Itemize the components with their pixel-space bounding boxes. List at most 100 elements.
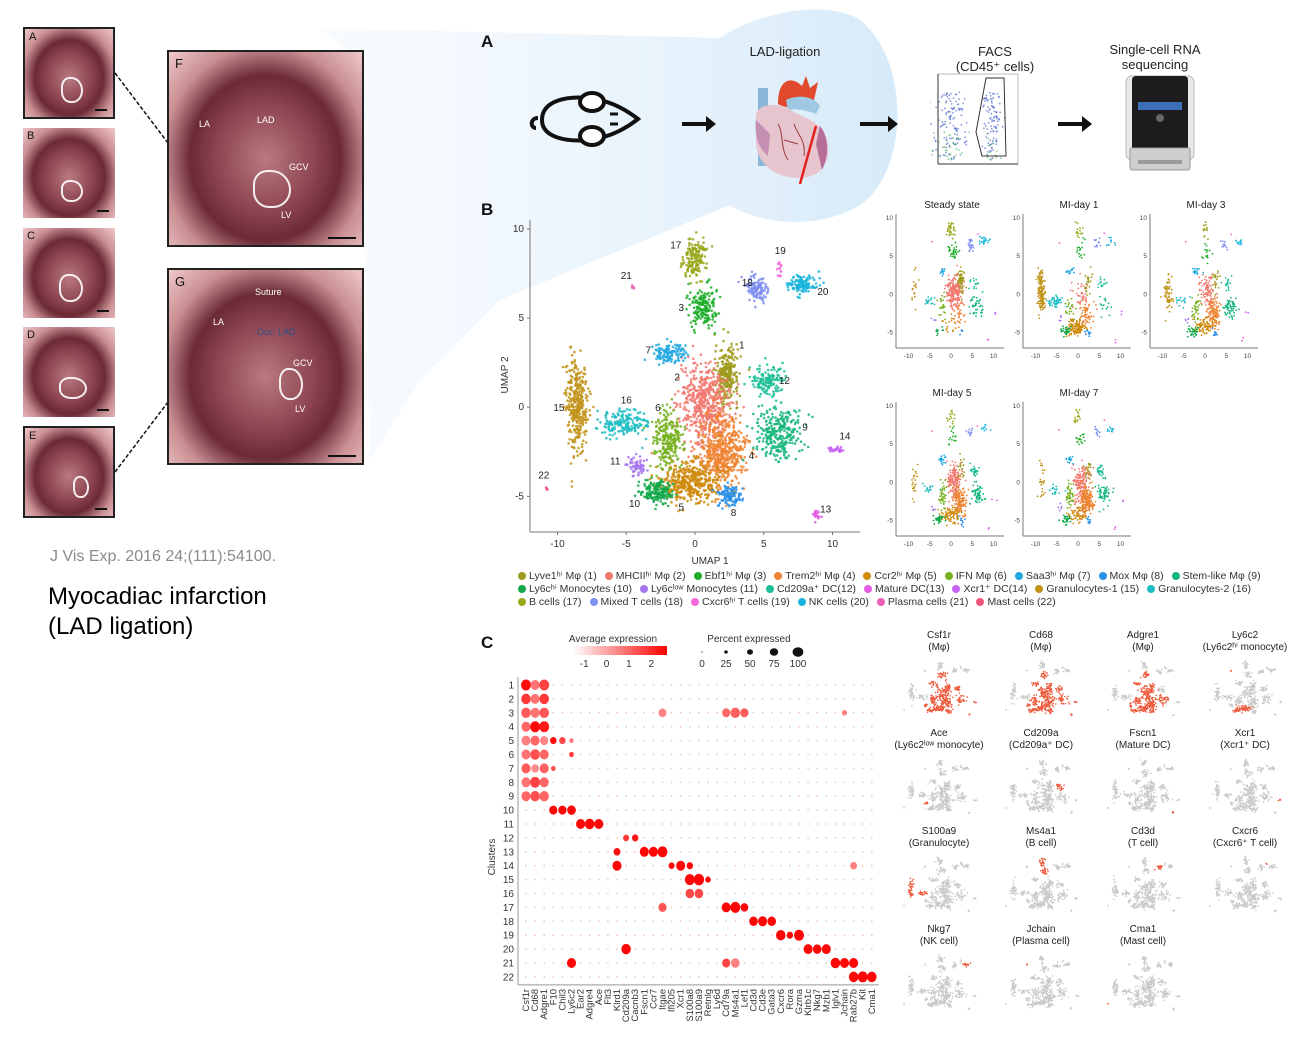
umap-point-cluster-2	[694, 412, 698, 415]
x-tick-label: 10	[827, 539, 839, 550]
umap-point-cluster-4	[733, 463, 736, 467]
umap-point-cluster-7	[655, 343, 658, 347]
umap-point-cluster-5	[697, 501, 701, 505]
umap-point-cluster-4	[709, 450, 712, 453]
umap-point-cluster-3	[692, 297, 696, 300]
umap-point-cluster-1	[731, 378, 734, 382]
umap-point-cluster-3	[689, 321, 693, 324]
umap-point-cluster-5	[699, 463, 702, 467]
umap-point-cluster-5	[690, 476, 693, 479]
cluster-label-11: 11	[610, 456, 621, 467]
umap-point-cluster-2	[707, 386, 710, 390]
umap-point-cluster-3	[708, 294, 711, 298]
point	[952, 308, 954, 311]
umap-point-cluster-3	[687, 313, 690, 317]
umap-point-cluster-9	[782, 412, 785, 415]
facs-event	[949, 153, 952, 156]
umap-point-cluster-2	[691, 344, 695, 348]
point	[960, 312, 962, 315]
umap-point-cluster-12	[760, 385, 763, 389]
point	[1087, 280, 1090, 282]
umap-point-cluster-8	[728, 494, 731, 497]
point	[951, 252, 953, 255]
facs-event	[990, 147, 993, 149]
umap-point-cluster-6	[670, 427, 674, 430]
umap-point-cluster-7	[681, 347, 685, 351]
umap-point-cluster-5	[681, 461, 685, 465]
umap-point-cluster-9	[768, 421, 771, 425]
point	[1086, 313, 1088, 316]
umap-point-cluster-2	[702, 389, 706, 392]
umap-point-cluster-9	[811, 415, 814, 419]
facs-event	[999, 157, 1002, 160]
umap-point-cluster-4	[724, 448, 727, 452]
facs-event	[990, 98, 993, 100]
umap-point-cluster-15	[567, 405, 571, 409]
facs-event	[951, 108, 954, 111]
umap-point-cluster-18	[749, 275, 753, 278]
umap-point-cluster-2	[711, 402, 715, 406]
point	[957, 283, 960, 286]
umap-point-cluster-12	[764, 357, 767, 360]
umap-point-cluster-2	[709, 360, 712, 363]
umap-point-cluster-10	[671, 493, 674, 497]
point	[951, 287, 954, 290]
umap-point-cluster-20	[788, 282, 792, 285]
umap-point-cluster-10	[675, 493, 678, 497]
point	[946, 291, 948, 294]
point	[1079, 249, 1081, 251]
point	[953, 321, 956, 324]
umap-point-cluster-9	[757, 405, 760, 408]
point	[1095, 308, 1098, 311]
umap-point-cluster-2	[709, 412, 712, 416]
umap-point-cluster-7	[679, 343, 682, 347]
point	[1084, 293, 1086, 295]
umap-point-cluster-8	[717, 503, 721, 507]
umap-point-cluster-17	[694, 247, 698, 251]
facs-event	[998, 118, 1001, 121]
umap-point-cluster-4	[729, 449, 733, 453]
umap-point-cluster-16	[607, 428, 611, 431]
cluster-label-7: 7	[645, 346, 651, 357]
umap-point-cluster-9	[769, 440, 773, 443]
umap-point-cluster-9	[803, 443, 806, 446]
umap-point-cluster-15	[569, 462, 573, 465]
point	[956, 281, 959, 284]
umap-point-cluster-7	[654, 348, 658, 351]
umap-point-cluster-20	[800, 276, 803, 280]
umap-point-cluster-4	[721, 442, 725, 445]
umap-point-cluster-1	[716, 364, 719, 368]
umap-point-cluster-2	[697, 406, 700, 410]
umap-point-cluster-5	[707, 471, 711, 475]
facs-event	[984, 147, 986, 150]
umap-point-cluster-15	[589, 392, 592, 396]
point	[950, 295, 953, 298]
umap-point-cluster-5	[697, 470, 700, 474]
umap-point-cluster-9	[775, 445, 779, 448]
umap-point-cluster-9	[778, 426, 781, 430]
umap-point-cluster-12	[775, 370, 779, 374]
umap-point-cluster-12	[762, 387, 766, 390]
umap-point-cluster-2	[707, 362, 710, 365]
umap-point-cluster-4	[732, 468, 736, 472]
umap-point-cluster-2	[708, 368, 711, 372]
umap-point-cluster-6	[678, 446, 682, 450]
cluster-label-14: 14	[839, 431, 851, 442]
umap-point-cluster-5	[705, 496, 708, 500]
point	[978, 243, 981, 245]
point	[926, 300, 928, 303]
cluster-label-12: 12	[779, 376, 791, 387]
umap-point-cluster-15	[576, 436, 580, 439]
point	[958, 321, 961, 323]
umap-point-cluster-15	[574, 389, 578, 392]
umap-point-cluster-10	[662, 493, 665, 497]
umap-point-cluster-9	[775, 454, 779, 457]
umap-point-cluster-18	[763, 289, 766, 292]
umap-point-cluster-2	[683, 405, 686, 409]
umap-point-cluster-5	[713, 490, 716, 494]
umap-point-cluster-16	[613, 414, 617, 418]
facs-event	[992, 149, 994, 151]
point	[941, 270, 943, 273]
umap-point-cluster-5	[688, 464, 692, 468]
umap-point-cluster-17	[700, 253, 704, 256]
